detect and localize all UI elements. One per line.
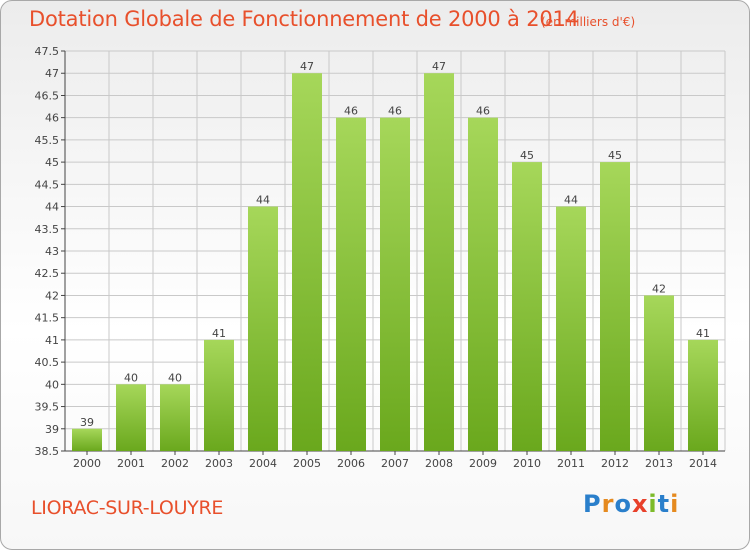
y-tick-label: 41	[45, 334, 59, 347]
bar-2003	[204, 339, 234, 451]
x-tick-label: 2007	[381, 457, 409, 470]
y-tick-label: 39	[45, 423, 59, 436]
data-label: 47	[300, 60, 314, 73]
bar-2001	[116, 384, 146, 451]
y-tick-label: 41.5	[35, 312, 60, 325]
x-tick-label: 2003	[205, 457, 233, 470]
bar-2009	[468, 117, 498, 452]
bar-2007	[380, 117, 410, 452]
data-label: 45	[608, 149, 622, 162]
data-label: 44	[256, 194, 270, 207]
y-tick-label: 46.5	[35, 89, 60, 102]
data-label: 40	[124, 371, 138, 384]
y-tick-label: 46	[45, 112, 59, 125]
data-label: 47	[432, 60, 446, 73]
bar-2010	[512, 162, 542, 451]
data-label: 46	[388, 105, 402, 118]
y-tick-label: 40.5	[35, 356, 60, 369]
x-tick-label: 2001	[117, 457, 145, 470]
y-tick-label: 38.5	[35, 445, 60, 458]
data-label: 39	[80, 416, 94, 429]
y-tick-label: 39.5	[35, 401, 60, 414]
y-tick-label: 40	[45, 378, 59, 391]
y-tick-label: 44	[45, 201, 59, 214]
x-tick-label: 2006	[337, 457, 365, 470]
x-tick-label: 2005	[293, 457, 321, 470]
y-tick-label: 45	[45, 156, 59, 169]
data-label: 41	[696, 327, 710, 340]
data-label: 46	[344, 105, 358, 118]
data-label: 44	[564, 194, 578, 207]
bar-2004	[248, 206, 278, 451]
data-label: 40	[168, 371, 182, 384]
bar-2000	[72, 428, 102, 451]
data-label: 42	[652, 282, 666, 295]
x-tick-label: 2011	[557, 457, 585, 470]
bar-2006	[336, 117, 366, 452]
unit-label: (en milliers d'€)	[541, 15, 636, 29]
x-tick-label: 2009	[469, 457, 497, 470]
x-tick-label: 2004	[249, 457, 277, 470]
x-tick-label: 2013	[645, 457, 673, 470]
bar-2005	[292, 73, 322, 451]
bar-2011	[556, 206, 586, 451]
proxiti-logo[interactable]: Proxiti	[583, 490, 680, 518]
y-tick-label: 43	[45, 245, 59, 258]
bar-2002	[160, 384, 190, 451]
y-tick-label: 44.5	[35, 178, 60, 191]
bar-2012	[600, 162, 630, 451]
bars: 39 40 40 41 44 47 46 46 47 46 45 44 45 42 41	[72, 60, 718, 452]
x-tick-label: 2012	[601, 457, 629, 470]
bar-2008	[424, 73, 454, 451]
chart-title: Dotation Globale de Fonctionnement de 20…	[29, 7, 579, 31]
x-tick-label: 2002	[161, 457, 189, 470]
data-label: 46	[476, 105, 490, 118]
x-tick-label: 2010	[513, 457, 541, 470]
data-label: 45	[520, 149, 534, 162]
commune-name: LIORAC-SUR-LOUYRE	[31, 497, 224, 519]
x-tick-label: 2000	[73, 457, 101, 470]
y-tick-label: 47.5	[35, 45, 60, 58]
x-tick-label: 2014	[689, 457, 717, 470]
x-tick-label: 2008	[425, 457, 453, 470]
y-tick-label: 42.5	[35, 267, 60, 280]
data-label: 41	[212, 327, 226, 340]
bar-2013	[644, 295, 674, 451]
y-tick-label: 45.5	[35, 134, 60, 147]
y-tick-label: 43.5	[35, 223, 60, 236]
y-tick-label: 42	[45, 289, 59, 302]
bar-2014	[688, 339, 718, 451]
y-tick-label: 47	[45, 67, 59, 80]
